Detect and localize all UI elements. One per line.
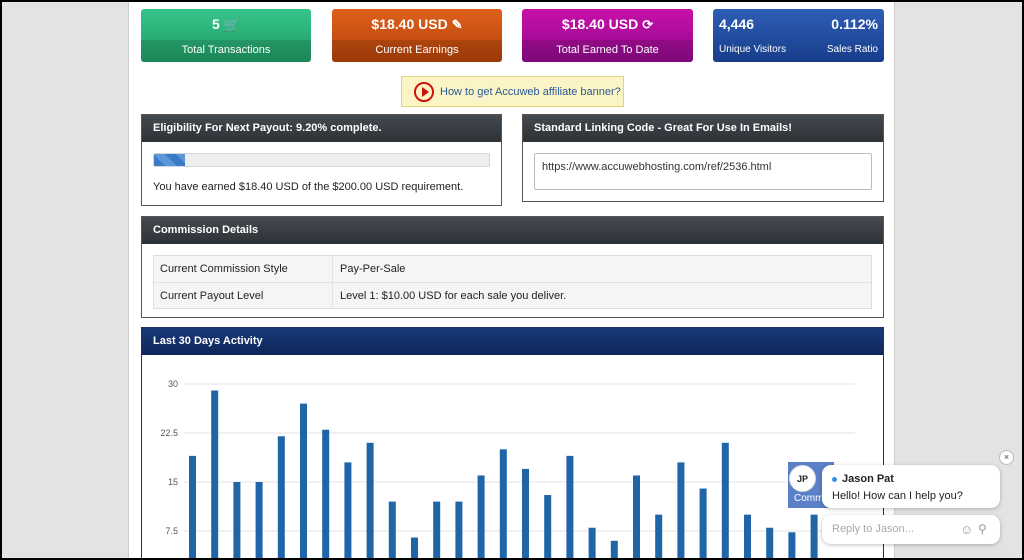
chart-bar[interactable]	[522, 468, 529, 560]
payout-progress-fill	[154, 154, 185, 166]
stat-total-transactions: 5 🛒 Total Transactions	[141, 9, 311, 62]
chart-bar[interactable]	[677, 462, 685, 560]
commission-table: Current Commission Style Pay-Per-Sale Cu…	[153, 255, 872, 309]
commission-panel: Commission Details Current Commission St…	[141, 216, 884, 318]
table-row: Current Payout Level Level 1: $10.00 USD…	[154, 282, 871, 308]
payout-level-value: Level 1: $10.00 USD for each sale you de…	[340, 290, 567, 302]
chart-bar[interactable]	[300, 403, 307, 560]
stat-label: Total Transactions	[141, 40, 311, 62]
chart-bar[interactable]	[588, 527, 596, 560]
chart-y-tick-label: 22.5	[160, 428, 178, 438]
cart-icon: 🛒	[223, 17, 240, 32]
emoji-icon[interactable]: ☺	[960, 522, 974, 537]
stat-value: 5	[212, 16, 220, 32]
sales-ratio-value: 0.112%	[831, 16, 878, 32]
activity-title: Last 30 Days Activity	[142, 328, 883, 355]
online-status-dot	[832, 476, 837, 482]
chart-y-tick-label: 15	[168, 477, 178, 487]
stat-total-earned: $18.40 USD ⟳ Total Earned To Date	[522, 9, 693, 62]
chart-bar[interactable]	[455, 501, 463, 560]
eligibility-text: You have earned $18.40 USD of the $200.0…	[153, 181, 464, 193]
chart-bar[interactable]	[366, 442, 374, 560]
chat-reply-placeholder: Reply to Jason...	[832, 523, 914, 535]
chat-reply-input[interactable]: Reply to Jason... ☺ ⚲	[822, 515, 1000, 544]
table-row: Current Commission Style Pay-Per-Sale	[154, 256, 871, 282]
affiliate-dashboard: 5 🛒 Total Transactions $18.40 USD ✎ Curren…	[128, 0, 895, 560]
chart-bar[interactable]	[810, 514, 818, 560]
commission-style-value: Pay-Per-Sale	[340, 263, 406, 275]
unique-visitors-label: Unique Visitors	[719, 44, 787, 55]
chart-bar[interactable]	[566, 455, 574, 560]
chat-message: Hello! How can I help you?	[832, 490, 963, 502]
chart-y-tick-label: 30	[168, 379, 178, 389]
chat-badge-text: Comm	[794, 493, 824, 504]
stat-visitors-ratio: 4,446 0.112% Unique Visitors Sales Ratio	[713, 9, 884, 62]
chart-bar[interactable]	[189, 455, 196, 560]
stat-value: $18.40 USD	[561, 16, 639, 32]
chart-bar[interactable]	[255, 482, 263, 560]
payout-level-label: Current Payout Level	[154, 283, 333, 308]
chart-bar[interactable]	[411, 537, 418, 560]
stat-current-earnings: $18.40 USD ✎ Current Earnings	[332, 9, 502, 62]
refresh-icon: ⟳	[642, 17, 654, 32]
chart-bar[interactable]	[721, 442, 729, 560]
linking-code-panel: Standard Linking Code - Great For Use In…	[522, 114, 884, 202]
linking-code-textarea[interactable]: https://www.accuwebhosting.com/ref/2536.…	[534, 153, 872, 190]
chart-y-tick-label: 7.5	[165, 526, 178, 536]
payout-progress-bar	[153, 153, 490, 167]
chart-bar[interactable]	[322, 429, 330, 560]
sales-ratio-label: Sales Ratio	[826, 44, 878, 55]
linking-code-title: Standard Linking Code - Great For Use In…	[523, 115, 883, 142]
chart-bar[interactable]	[277, 436, 285, 560]
avatar: JP	[789, 465, 816, 492]
affiliate-banner-link-label: How to get Accuweb affiliate banner?	[440, 85, 621, 98]
chart-bar[interactable]	[344, 462, 352, 560]
chart-bar[interactable]	[211, 390, 219, 560]
chart-bar[interactable]	[477, 475, 485, 560]
chart-bar[interactable]	[499, 449, 507, 560]
stat-value: $18.40 USD	[371, 16, 448, 32]
eligibility-title: Eligibility For Next Payout: 9.20% compl…	[142, 115, 501, 142]
eligibility-panel: Eligibility For Next Payout: 9.20% compl…	[141, 114, 502, 206]
chart-bar[interactable]	[788, 532, 796, 560]
play-icon	[414, 81, 434, 102]
stat-label: Current Earnings	[332, 40, 502, 62]
attachment-icon[interactable]: ⚲	[978, 522, 987, 536]
chart-bar[interactable]	[388, 501, 396, 560]
commission-title: Commission Details	[142, 217, 883, 244]
commission-style-label: Current Commission Style	[154, 256, 333, 282]
affiliate-banner-link[interactable]: How to get Accuweb affiliate banner?	[401, 76, 624, 107]
chart-bar[interactable]	[233, 482, 241, 560]
chat-close-button[interactable]: ×	[999, 450, 1014, 465]
chart-bar[interactable]	[544, 495, 552, 560]
activity-panel: Last 30 Days Activity 30 22.5 15 7.5	[141, 327, 884, 560]
chat-bubble[interactable]: Jason Pat Hello! How can I help you?	[822, 465, 1000, 508]
unique-visitors-value: 4,446	[719, 16, 755, 32]
chart-bar[interactable]	[655, 514, 663, 560]
chart-bar[interactable]	[633, 475, 640, 560]
stat-label: Total Earned To Date	[522, 40, 693, 62]
chart-bar[interactable]	[744, 514, 751, 560]
activity-bar-chart: 30 22.5 15 7.5	[160, 379, 855, 560]
chart-bar[interactable]	[699, 488, 707, 560]
chart-bar[interactable]	[766, 527, 774, 560]
chart-bar[interactable]	[433, 501, 441, 560]
chart-bar[interactable]	[610, 540, 618, 560]
paperclip-icon: ✎	[451, 17, 463, 32]
chat-agent-name: Jason Pat	[842, 473, 894, 485]
